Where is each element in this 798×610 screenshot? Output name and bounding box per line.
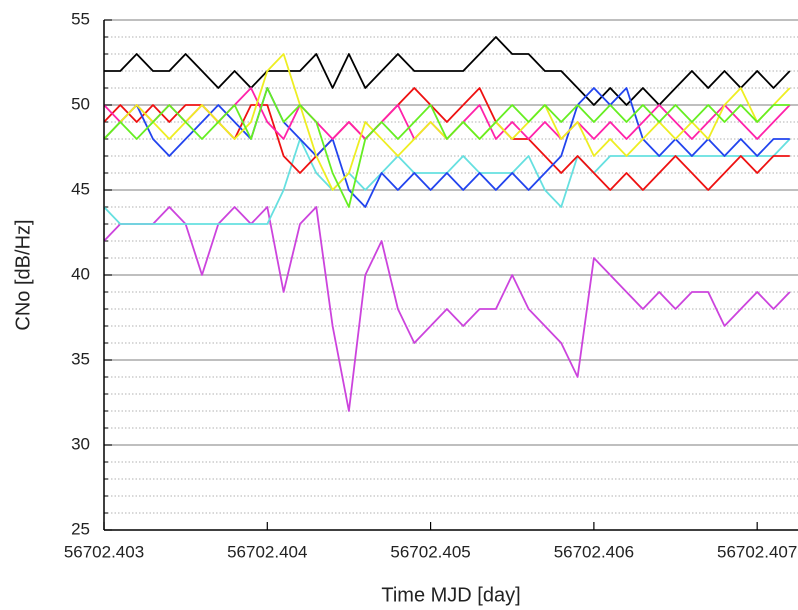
series-line bbox=[103, 87, 791, 140]
x-tick-label: 56702.406 bbox=[554, 542, 634, 561]
y-tick-label: 40 bbox=[71, 264, 90, 283]
x-tick-label: 56702.405 bbox=[390, 542, 470, 561]
x-axis-label: Time MJD [day] bbox=[381, 584, 520, 606]
y-tick-label: 35 bbox=[71, 349, 90, 368]
y-tick-label: 50 bbox=[71, 94, 90, 113]
y-tick-label: 25 bbox=[71, 519, 90, 538]
series-line bbox=[104, 36, 791, 106]
x-tick-label: 56702.403 bbox=[64, 542, 144, 561]
y-axis-label: CNo [dB/Hz] bbox=[12, 219, 34, 330]
series-line bbox=[103, 87, 790, 208]
x-tick-label: 56702.404 bbox=[227, 542, 307, 561]
series-line bbox=[103, 87, 790, 208]
y-tick-label: 55 bbox=[71, 9, 90, 28]
y-tick-label: 30 bbox=[71, 434, 90, 453]
x-tick-label: 56702.407 bbox=[717, 542, 797, 561]
y-tick-label: 45 bbox=[71, 179, 90, 198]
